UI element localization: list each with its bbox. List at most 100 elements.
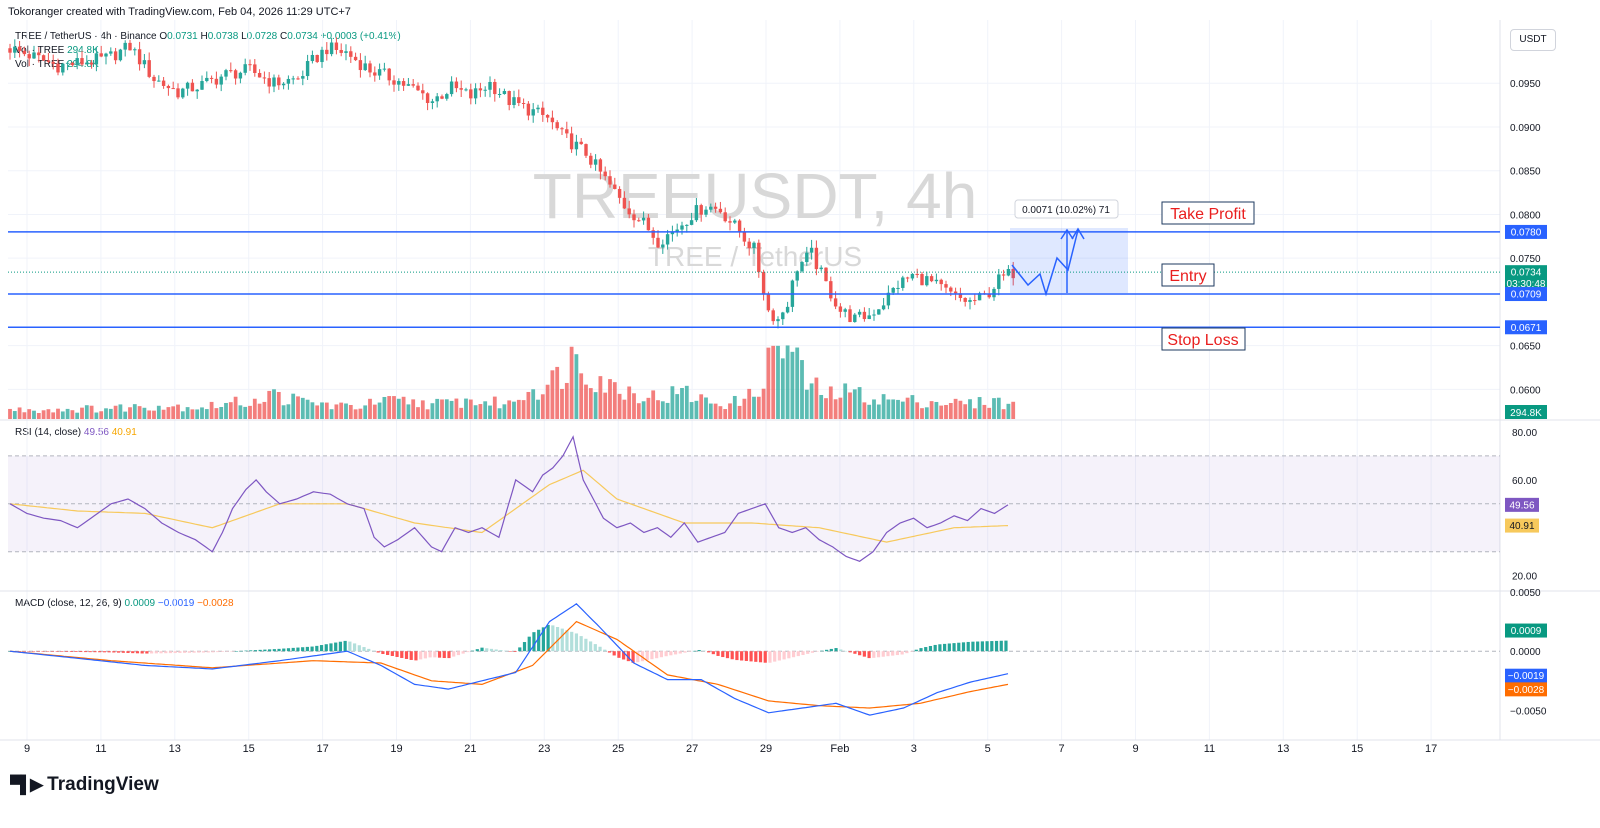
volume-bar bbox=[824, 398, 828, 419]
volume-bar bbox=[848, 392, 852, 419]
candle-body bbox=[392, 80, 396, 85]
macd-histogram-bar bbox=[721, 651, 725, 658]
time-tick-label: 17 bbox=[316, 743, 328, 755]
projection-path bbox=[1011, 229, 1079, 297]
volume-bar bbox=[588, 388, 593, 419]
candle-body bbox=[89, 62, 94, 65]
macd-histogram-bar bbox=[428, 651, 432, 658]
macd-histogram-bar bbox=[711, 651, 715, 655]
volume-bar bbox=[646, 397, 651, 419]
volume-bar bbox=[1011, 401, 1016, 419]
volume-bar bbox=[502, 404, 507, 419]
volume-bar bbox=[867, 404, 872, 419]
candle-body bbox=[253, 64, 257, 73]
candle-body bbox=[569, 133, 574, 150]
candle-body bbox=[805, 252, 809, 263]
macd-histogram-bar bbox=[447, 651, 451, 659]
macd-histogram-bar bbox=[352, 643, 357, 652]
candle-body bbox=[977, 293, 982, 301]
stop-loss-box[interactable] bbox=[1161, 327, 1246, 351]
candle-body bbox=[958, 293, 963, 298]
candle-body bbox=[905, 277, 910, 279]
candle-body bbox=[526, 103, 531, 116]
time-tick-label: 11 bbox=[95, 743, 106, 755]
time-tick-label: 5 bbox=[985, 743, 991, 755]
candle-body bbox=[497, 94, 502, 96]
macd-histogram-bar bbox=[744, 651, 748, 661]
candle-body bbox=[329, 42, 334, 55]
time-tick-label: 27 bbox=[686, 743, 698, 755]
macd-histogram-bar bbox=[324, 644, 328, 652]
projection-arrow-icon bbox=[1071, 227, 1085, 240]
trading-chart[interactable]: TREEUSDT, 4h TREE / TetherUS 0.0071 (10.… bbox=[0, 0, 1600, 770]
volume-bar bbox=[560, 388, 564, 419]
measure-box bbox=[1014, 199, 1119, 219]
hist-tag-bg bbox=[1505, 623, 1547, 638]
macd-histogram-bar bbox=[994, 640, 999, 652]
macd-histogram-bar bbox=[707, 651, 711, 653]
volume-bar bbox=[84, 405, 89, 419]
macd-histogram-bar bbox=[437, 651, 442, 658]
volume-bar bbox=[108, 408, 113, 419]
entry-tag-bg bbox=[1505, 287, 1547, 302]
volume-bar bbox=[564, 382, 569, 419]
rsi-ma-value-tag: 40.91 bbox=[1509, 521, 1534, 532]
volume-bar bbox=[944, 404, 948, 419]
macd-histogram-bar bbox=[50, 651, 55, 652]
volume-bar bbox=[368, 398, 372, 419]
time-tick-label: 25 bbox=[612, 743, 624, 755]
volume-bar bbox=[593, 392, 598, 419]
entry-label: Entry bbox=[1169, 268, 1206, 285]
candle-body bbox=[857, 311, 862, 315]
volume-bar bbox=[857, 387, 862, 419]
volume-bar bbox=[27, 409, 32, 419]
macd-histogram-bar bbox=[310, 646, 314, 652]
volume-bar bbox=[756, 396, 761, 419]
candle-body bbox=[728, 221, 732, 223]
macd-histogram-bar bbox=[140, 651, 144, 654]
candle-body bbox=[997, 274, 1001, 289]
macd-histogram-bar bbox=[395, 651, 399, 657]
volume-bar bbox=[708, 403, 713, 419]
macd-histogram-bar bbox=[588, 641, 593, 652]
macd-histogram-bar bbox=[362, 647, 366, 652]
macd-histogram-bar bbox=[116, 651, 121, 653]
macd-histogram-bar bbox=[36, 651, 40, 652]
candles-layer bbox=[8, 37, 1015, 329]
volume-bar bbox=[828, 386, 833, 419]
volume-bar bbox=[987, 407, 992, 419]
candle-body bbox=[219, 76, 223, 85]
signal-tag-bg bbox=[1505, 682, 1547, 697]
candle-body bbox=[142, 60, 147, 65]
macd-histogram-bar bbox=[499, 650, 503, 652]
candle-body bbox=[353, 56, 358, 61]
macd-histogram-bar bbox=[966, 641, 970, 652]
candle-body bbox=[61, 63, 65, 73]
macd-histogram-bar bbox=[914, 649, 918, 652]
current-price-tag: 0.0734 bbox=[1511, 268, 1542, 279]
candle-body bbox=[176, 88, 180, 98]
macd-value-tag: −0.0019 bbox=[1508, 671, 1545, 682]
candle-body bbox=[848, 309, 852, 323]
candle-body bbox=[152, 76, 156, 82]
volume-bar bbox=[876, 404, 881, 419]
volume-bar bbox=[641, 401, 646, 419]
high-value: 0.0738 bbox=[207, 31, 239, 42]
macd-histogram-bar bbox=[834, 648, 838, 652]
take-profit-box[interactable] bbox=[1161, 201, 1255, 225]
tradingview-logo[interactable]: ▀▌▶ TradingView bbox=[10, 774, 159, 796]
candle-body bbox=[411, 84, 415, 86]
macd-histogram-bar bbox=[319, 645, 324, 652]
entry-box[interactable] bbox=[1161, 263, 1215, 287]
candle-body bbox=[41, 55, 46, 61]
candle-body bbox=[603, 171, 607, 177]
symbol-title: TREE / TetherUS · 4h · Binance bbox=[15, 31, 157, 42]
currency-button[interactable]: USDT bbox=[1510, 29, 1556, 51]
current-tag-bg bbox=[1505, 265, 1547, 292]
volume-bar bbox=[416, 407, 420, 419]
macd-histogram-bar bbox=[442, 651, 446, 659]
candle-body bbox=[195, 89, 199, 92]
candle-body bbox=[214, 78, 219, 85]
volume-bar bbox=[521, 400, 526, 419]
macd-histogram-bar bbox=[508, 651, 512, 652]
